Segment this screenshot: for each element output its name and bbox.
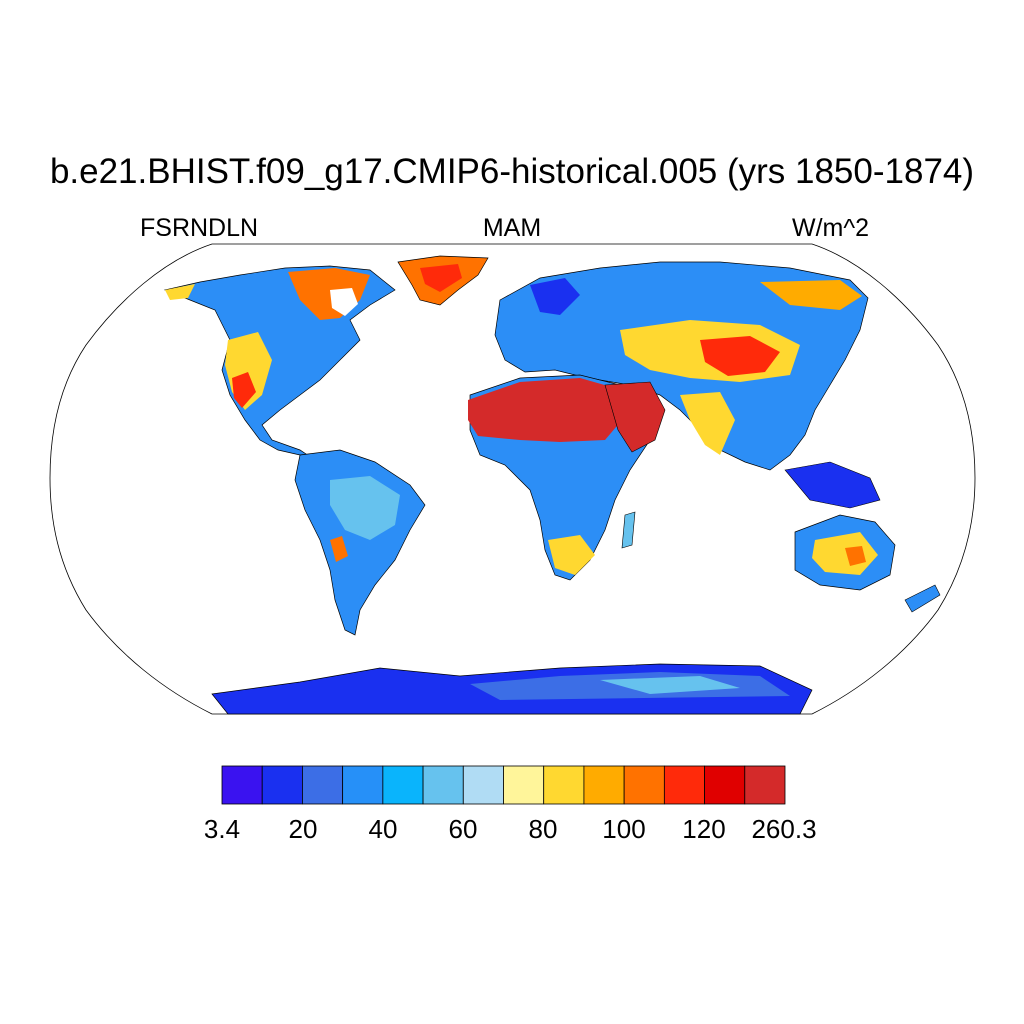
colorbar-label-max: 260.3 [751, 814, 817, 844]
region-madagascar [621, 511, 636, 549]
season-label: MAM [482, 214, 542, 242]
colorbar-label-120: 120 [682, 814, 726, 844]
colorbar-label-40: 40 [368, 814, 398, 844]
region-india [680, 392, 735, 455]
colorbar-label-60: 60 [448, 814, 478, 844]
region-us-southwest [232, 372, 256, 408]
region-sahara [468, 378, 622, 442]
region-australia-core [845, 546, 866, 566]
colorbar-label-min: 3.4 [203, 814, 241, 844]
variable-label: FSRNDLN [140, 214, 259, 242]
landmass-maritime-asia [784, 461, 881, 509]
region-hudson-bay [330, 288, 358, 316]
colorbar-label-100: 100 [602, 814, 646, 844]
region-tibet-mongolia [700, 336, 780, 376]
region-alaska [165, 284, 195, 300]
landmass-new-zealand [904, 584, 941, 613]
region-greenland-core [420, 264, 462, 292]
region-antarctica-plateau [600, 676, 740, 694]
region-amazon [330, 476, 400, 540]
plot-title: b.e21.BHIST.f09_g17.CMIP6-historical.005… [49, 152, 975, 191]
colorbar-label-20: 20 [288, 814, 318, 844]
region-scandinavia [530, 278, 580, 315]
region-kalahari [548, 535, 595, 575]
region-australia-interior [812, 532, 878, 575]
region-andes-hotspot [330, 536, 348, 562]
units-label: W/m^2 [792, 214, 870, 242]
colorbar-label-80: 80 [528, 814, 558, 844]
region-arabia [604, 381, 666, 453]
region-northern-asia [760, 280, 862, 310]
